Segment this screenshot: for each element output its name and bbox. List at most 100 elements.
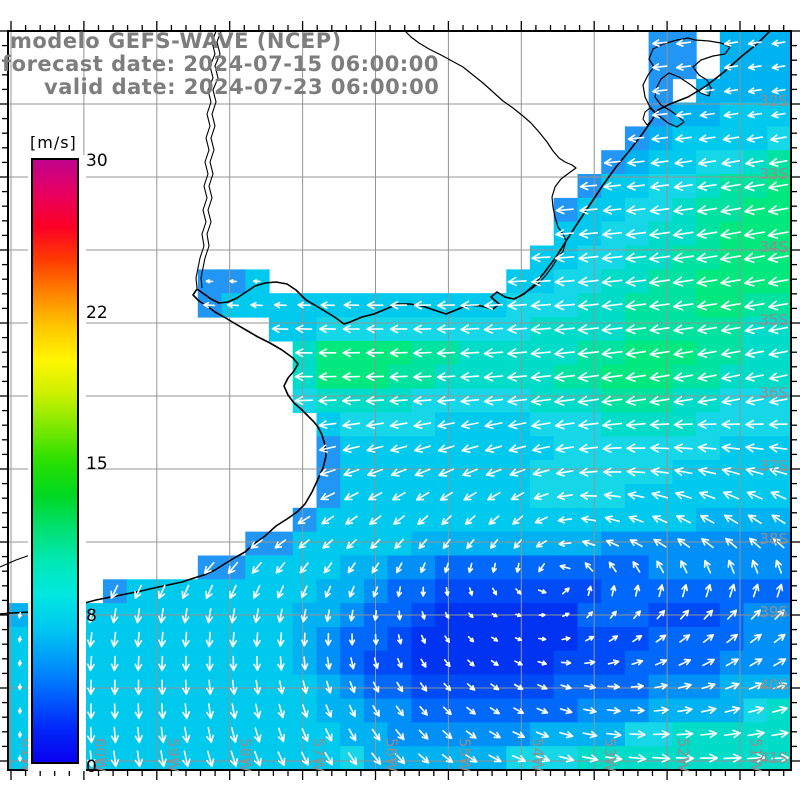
wind-arrow xyxy=(488,754,502,763)
wind-arrow xyxy=(206,750,215,768)
wind-arrow xyxy=(656,609,666,620)
wind-arrow xyxy=(513,683,524,690)
wind-arrow xyxy=(347,562,356,574)
wind-arrow xyxy=(460,372,480,382)
lon-label: 51W xyxy=(747,738,765,772)
wind-arrow xyxy=(697,348,717,358)
wind-arrow xyxy=(750,609,761,620)
wind-arrow xyxy=(530,371,552,382)
wind-arrow xyxy=(653,706,669,715)
wind-arrow xyxy=(531,420,551,430)
wind-arrow xyxy=(610,585,617,597)
wind-arrow xyxy=(507,276,527,287)
wind-arrow xyxy=(720,276,742,287)
wind-arrow xyxy=(672,228,694,240)
wind-arrow xyxy=(205,608,214,624)
wind-arrow xyxy=(722,491,740,500)
wind-arrow xyxy=(748,682,764,690)
wind-arrow xyxy=(700,514,715,524)
lat-label: 32S xyxy=(759,92,788,110)
wind-arrow xyxy=(769,443,788,453)
wind-arrow xyxy=(769,419,788,429)
wind-arrow xyxy=(509,468,526,477)
wind-arrow xyxy=(372,633,379,646)
wind-arrow xyxy=(365,372,385,382)
wind-arrow xyxy=(324,585,332,598)
wind-arrow xyxy=(511,754,526,763)
wind-arrow xyxy=(676,729,694,739)
wind-arrow xyxy=(396,562,403,574)
wind-arrow xyxy=(771,63,786,71)
wind-arrow xyxy=(582,539,596,547)
wind-arrow xyxy=(253,703,262,719)
wind-arrow xyxy=(158,750,167,768)
wind-arrow xyxy=(632,634,643,643)
wind-arrow xyxy=(696,252,718,263)
wind-arrow xyxy=(631,659,644,666)
wind-arrow xyxy=(442,706,452,716)
lat-label: 34S xyxy=(759,238,788,256)
wind-arrow xyxy=(253,751,262,767)
wind-arrow xyxy=(630,683,644,690)
wind-arrow xyxy=(271,324,289,334)
wind-arrow xyxy=(396,586,403,598)
wind-arrow xyxy=(721,348,741,358)
wind-arrow xyxy=(322,539,334,549)
wind-arrow xyxy=(727,559,735,574)
wind-arrow xyxy=(744,276,765,287)
wind-arrow xyxy=(673,419,693,430)
wind-vector-arrows xyxy=(17,39,790,768)
wind-arrow xyxy=(342,348,361,358)
wind-arrow xyxy=(720,181,741,192)
wind-arrow xyxy=(515,588,522,595)
wind-arrow xyxy=(554,395,575,406)
wind-arrow xyxy=(558,754,575,763)
wind-arrow xyxy=(747,514,762,525)
lon-label: 59W xyxy=(164,738,182,772)
colorbar-unit-label: [m/s] xyxy=(30,133,77,152)
wind-arrow xyxy=(629,730,646,739)
wind-arrow xyxy=(699,753,718,763)
wind-arrow xyxy=(396,610,403,621)
wind-arrow xyxy=(275,562,286,574)
wind-arrow xyxy=(343,468,360,477)
wind-arrow xyxy=(157,584,166,599)
wind-arrow xyxy=(17,755,23,762)
wind-arrow xyxy=(705,583,712,598)
lat-label: 39S xyxy=(759,603,788,621)
wind-arrow xyxy=(318,372,337,382)
wind-arrow xyxy=(419,562,426,574)
wind-arrow xyxy=(420,634,427,644)
wind-arrow xyxy=(673,205,694,215)
wind-arrow xyxy=(768,372,788,382)
wind-arrow xyxy=(744,181,765,192)
wind-arrow xyxy=(463,491,477,501)
wind-arrow xyxy=(491,562,497,573)
wind-arrow xyxy=(649,228,670,239)
wind-arrow xyxy=(697,419,717,430)
wind-arrow xyxy=(437,444,455,453)
wind-arrow xyxy=(557,516,573,524)
wind-arrow xyxy=(489,539,499,549)
wind-arrow xyxy=(768,181,789,192)
wind-arrow xyxy=(728,583,736,598)
wind-arrow xyxy=(507,300,528,311)
wind-arrow xyxy=(651,110,668,119)
wind-arrow xyxy=(418,753,430,764)
wind-arrow xyxy=(436,348,456,358)
wind-arrow xyxy=(490,659,499,666)
wind-arrow xyxy=(578,419,599,430)
wind-arrow xyxy=(558,540,572,547)
wind-arrow xyxy=(389,348,408,358)
wind-arrow xyxy=(414,468,431,477)
wind-arrow xyxy=(389,420,408,430)
wind-arrow xyxy=(771,729,789,739)
wind-arrow xyxy=(744,300,765,311)
colorbar-tick-label: 22 xyxy=(86,302,108,323)
wind-arrow xyxy=(652,63,668,71)
wind-arrow xyxy=(318,324,337,334)
wind-arrow xyxy=(369,515,382,525)
wind-arrow xyxy=(721,419,741,429)
wind-arrow xyxy=(252,279,261,284)
wind-arrow xyxy=(649,300,670,311)
